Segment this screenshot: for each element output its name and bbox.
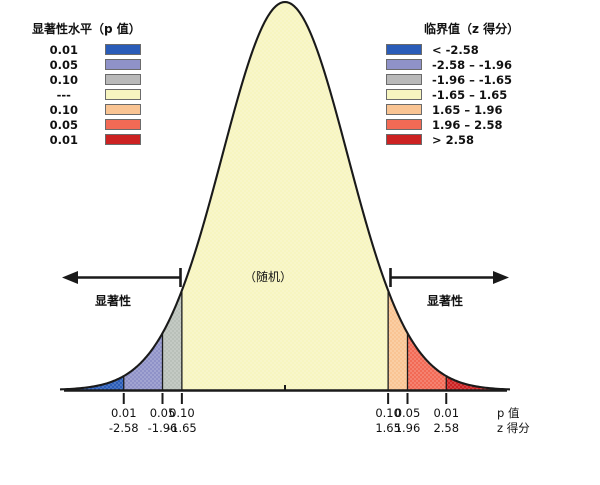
legend-color-swatch xyxy=(386,119,422,130)
legend-color-swatch xyxy=(386,104,422,115)
axis-tick-label: 0.05 1.96 xyxy=(389,406,427,436)
legend-row: -1.65 – 1.65 xyxy=(386,87,519,102)
tick-z-score: -2.58 xyxy=(108,421,139,435)
legend-left-rows: 0.01 0.05 0.10 --- 0.10 0.05 0.01 xyxy=(28,42,141,147)
legend-row-label: -1.96 – -1.65 xyxy=(432,72,513,87)
legend-row: > 2.58 xyxy=(386,132,519,147)
legend-row-label: < -2.58 xyxy=(432,42,479,57)
label-random: （随机） xyxy=(244,270,293,284)
legend-row-label: --- xyxy=(56,87,71,102)
tick-z-score: 1.65 xyxy=(375,421,401,435)
legend-row-label: -1.65 – 1.65 xyxy=(432,87,508,102)
bell-curve-outline xyxy=(59,0,511,391)
legend-row-label: > 2.58 xyxy=(432,132,475,147)
legend-color-swatch xyxy=(104,74,141,85)
legend-row: -2.58 – -1.96 xyxy=(386,57,519,72)
tick-p-value: 0.05 xyxy=(394,406,421,420)
tick-z-score: -1.65 xyxy=(166,421,197,435)
significance-arrow-right xyxy=(389,268,509,287)
legend-critical-value: 临界值（z 得分） < -2.58 -2.58 – -1.96 -1.96 – -1… xyxy=(386,20,519,147)
legend-row-label: 0.10 xyxy=(49,72,78,87)
axis-caption: p 值 z 得分 xyxy=(497,406,530,436)
tick-p-value: 0.01 xyxy=(110,406,137,420)
tick-z-score: -1.96 xyxy=(147,421,178,435)
legend-significance-level: 显著性水平（p 值） 0.01 0.05 0.10 --- 0.10 0.05 0.01 xyxy=(28,20,141,147)
legend-row-label: -2.58 – -1.96 xyxy=(432,57,513,72)
legend-row: 0.10 xyxy=(28,102,141,117)
axis-tick-label: 0.10 1.65 xyxy=(369,406,407,436)
legend-row-label: 0.10 xyxy=(49,102,78,117)
axis-tick-label: 0.01 -2.58 xyxy=(105,406,143,436)
axis-caption-z: z 得分 xyxy=(497,421,530,435)
legend-right-title: 临界值（z 得分） xyxy=(424,22,520,36)
legend-row-label: 1.65 – 1.96 xyxy=(432,102,503,117)
legend-row: --- xyxy=(28,87,141,102)
legend-row: 0.10 xyxy=(28,72,141,87)
legend-color-swatch xyxy=(104,89,141,100)
legend-color-swatch xyxy=(386,74,422,85)
legend-row: 0.05 xyxy=(28,57,141,72)
legend-color-swatch xyxy=(104,44,141,55)
legend-row: 1.65 – 1.96 xyxy=(386,102,519,117)
axis-caption-p: p 值 xyxy=(497,406,520,420)
axis-ticks xyxy=(122,393,448,404)
legend-color-swatch xyxy=(104,119,141,130)
tick-p-value: 0.01 xyxy=(433,406,460,420)
legend-color-swatch xyxy=(386,59,422,70)
legend-row-label: 0.05 xyxy=(49,117,78,132)
legend-row: 0.01 xyxy=(28,42,141,57)
critical-value-dividers xyxy=(123,290,447,390)
legend-left-title: 显著性水平（p 值） xyxy=(32,22,141,36)
significance-arrow-left xyxy=(62,268,182,287)
tick-p-value: 0.10 xyxy=(375,406,401,420)
legend-row: < -2.58 xyxy=(386,42,519,57)
label-significance-right: 显著性 xyxy=(427,294,464,308)
curve-region-texture xyxy=(162,2,182,390)
curve-region-texture xyxy=(181,2,389,390)
legend-row-label: 0.01 xyxy=(49,132,78,147)
legend-row: 1.96 – 2.58 xyxy=(386,117,519,132)
tick-p-value: 0.10 xyxy=(169,406,195,420)
legend-right-rows: < -2.58 -2.58 – -1.96 -1.96 – -1.65 -1.65 –… xyxy=(386,42,519,147)
tick-z-score: 1.96 xyxy=(394,421,421,435)
legend-row: 0.01 xyxy=(28,132,141,147)
legend-color-swatch xyxy=(104,134,141,145)
legend-color-swatch xyxy=(104,59,141,70)
axis-tick-label: 0.10 -1.65 xyxy=(163,406,201,436)
legend-row: -1.96 – -1.65 xyxy=(386,72,519,87)
tick-p-value: 0.05 xyxy=(149,406,176,420)
legend-color-swatch xyxy=(386,134,422,145)
legend-color-swatch xyxy=(386,89,422,100)
label-significance-left: 显著性 xyxy=(95,294,132,308)
tick-z-score: 2.58 xyxy=(433,421,460,435)
legend-row-label: 0.01 xyxy=(49,42,78,57)
legend-color-swatch xyxy=(104,104,141,115)
legend-color-swatch xyxy=(386,44,422,55)
axis-tick-label: 0.05 -1.96 xyxy=(144,406,182,436)
legend-row-label: 0.05 xyxy=(49,57,78,72)
axis-tick-label: 0.01 2.58 xyxy=(427,406,465,436)
legend-row-label: 1.96 – 2.58 xyxy=(432,117,503,132)
legend-row: 0.05 xyxy=(28,117,141,132)
